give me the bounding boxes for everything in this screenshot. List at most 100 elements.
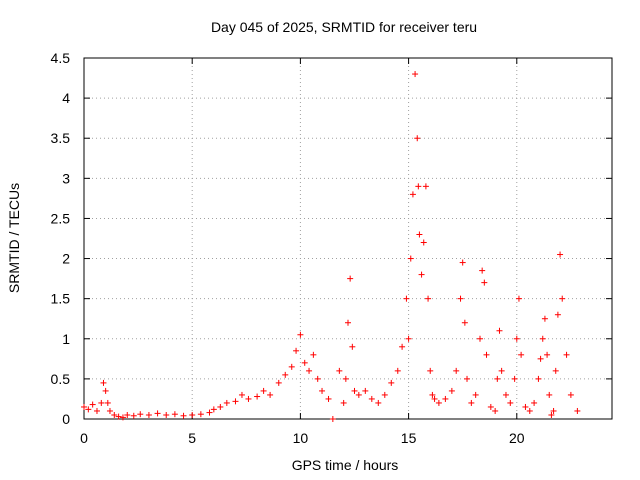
data-point	[130, 412, 137, 419]
data-point	[368, 395, 375, 402]
data-point	[355, 391, 362, 398]
data-point	[102, 387, 109, 394]
data-point	[106, 407, 113, 414]
data-point	[464, 375, 471, 382]
data-point	[422, 183, 429, 190]
data-point	[420, 239, 427, 246]
data-point	[336, 367, 343, 374]
data-point	[89, 401, 96, 408]
data-point	[483, 351, 490, 358]
data-point	[111, 411, 118, 418]
data-point	[342, 375, 349, 382]
data-point	[537, 355, 544, 362]
data-point	[403, 295, 410, 302]
data-point	[100, 379, 107, 386]
data-point	[554, 311, 561, 318]
data-point	[362, 387, 369, 394]
data-point	[472, 391, 479, 398]
data-point	[329, 416, 336, 422]
data-point	[260, 387, 267, 394]
data-point	[145, 411, 152, 418]
data-point	[375, 399, 382, 406]
data-point	[502, 391, 509, 398]
data-point	[81, 403, 87, 410]
data-point	[388, 379, 395, 386]
data-point	[496, 327, 503, 334]
data-point	[415, 183, 422, 190]
data-point	[522, 403, 529, 410]
data-point	[197, 411, 204, 418]
data-point	[535, 375, 542, 382]
data-point	[93, 407, 100, 414]
y-tick-label: 2.5	[51, 210, 71, 226]
data-point	[552, 367, 559, 374]
data-point	[98, 399, 105, 406]
data-point	[210, 406, 217, 413]
data-point	[487, 403, 494, 410]
data-point	[526, 407, 533, 414]
data-point	[104, 399, 111, 406]
data-point	[563, 351, 570, 358]
data-point	[513, 335, 520, 342]
data-point	[381, 391, 388, 398]
data-point	[546, 391, 553, 398]
data-point	[479, 267, 486, 274]
data-point	[245, 395, 252, 402]
data-point	[453, 367, 460, 374]
data-point	[541, 315, 548, 322]
data-point	[431, 395, 438, 402]
data-point	[232, 398, 239, 405]
data-point	[282, 371, 289, 378]
data-point	[180, 412, 187, 419]
data-point	[418, 271, 425, 278]
data-point	[314, 375, 321, 382]
data-point	[345, 319, 351, 326]
plot-frame	[83, 57, 613, 420]
data-point	[409, 191, 416, 198]
x-tick-label: 20	[509, 430, 525, 446]
data-point	[293, 347, 300, 354]
data-point	[461, 319, 468, 326]
data-point	[539, 335, 546, 342]
data-point	[206, 409, 213, 416]
data-point	[548, 411, 555, 418]
y-tick-label: 4	[62, 90, 70, 106]
data-point	[567, 391, 574, 398]
data-point	[518, 351, 525, 358]
y-tick-label: 0.5	[51, 371, 71, 387]
x-axis-label: GPS time / hours	[292, 457, 399, 473]
data-point	[481, 279, 488, 286]
data-point	[414, 135, 421, 142]
x-tick-label: 10	[293, 430, 309, 446]
data-point	[557, 251, 564, 258]
data-point	[351, 387, 358, 394]
data-point	[189, 411, 196, 418]
x-tick-label: 15	[401, 430, 417, 446]
data-point	[468, 399, 475, 406]
data-point	[171, 411, 178, 418]
data-point	[550, 407, 557, 414]
data-point	[85, 406, 92, 413]
y-tick-label: 1	[62, 331, 70, 347]
data-point	[288, 363, 295, 370]
x-tick-label: 0	[80, 430, 88, 446]
data-point	[457, 295, 464, 302]
data-point	[137, 411, 144, 418]
data-point	[459, 259, 466, 266]
x-tick-label: 5	[188, 430, 196, 446]
data-point	[163, 411, 170, 418]
data-point	[154, 410, 161, 417]
data-point	[574, 407, 581, 414]
data-point	[515, 295, 522, 302]
data-point	[399, 343, 406, 350]
data-point	[223, 399, 230, 406]
y-axis-label: SRMTID / TECUs	[6, 183, 22, 293]
data-point	[124, 411, 131, 418]
data-point	[119, 414, 126, 421]
data-point	[310, 351, 317, 358]
data-point	[238, 391, 245, 398]
data-point	[254, 393, 261, 400]
data-point	[340, 399, 347, 406]
y-tick-label: 1.5	[51, 291, 71, 307]
